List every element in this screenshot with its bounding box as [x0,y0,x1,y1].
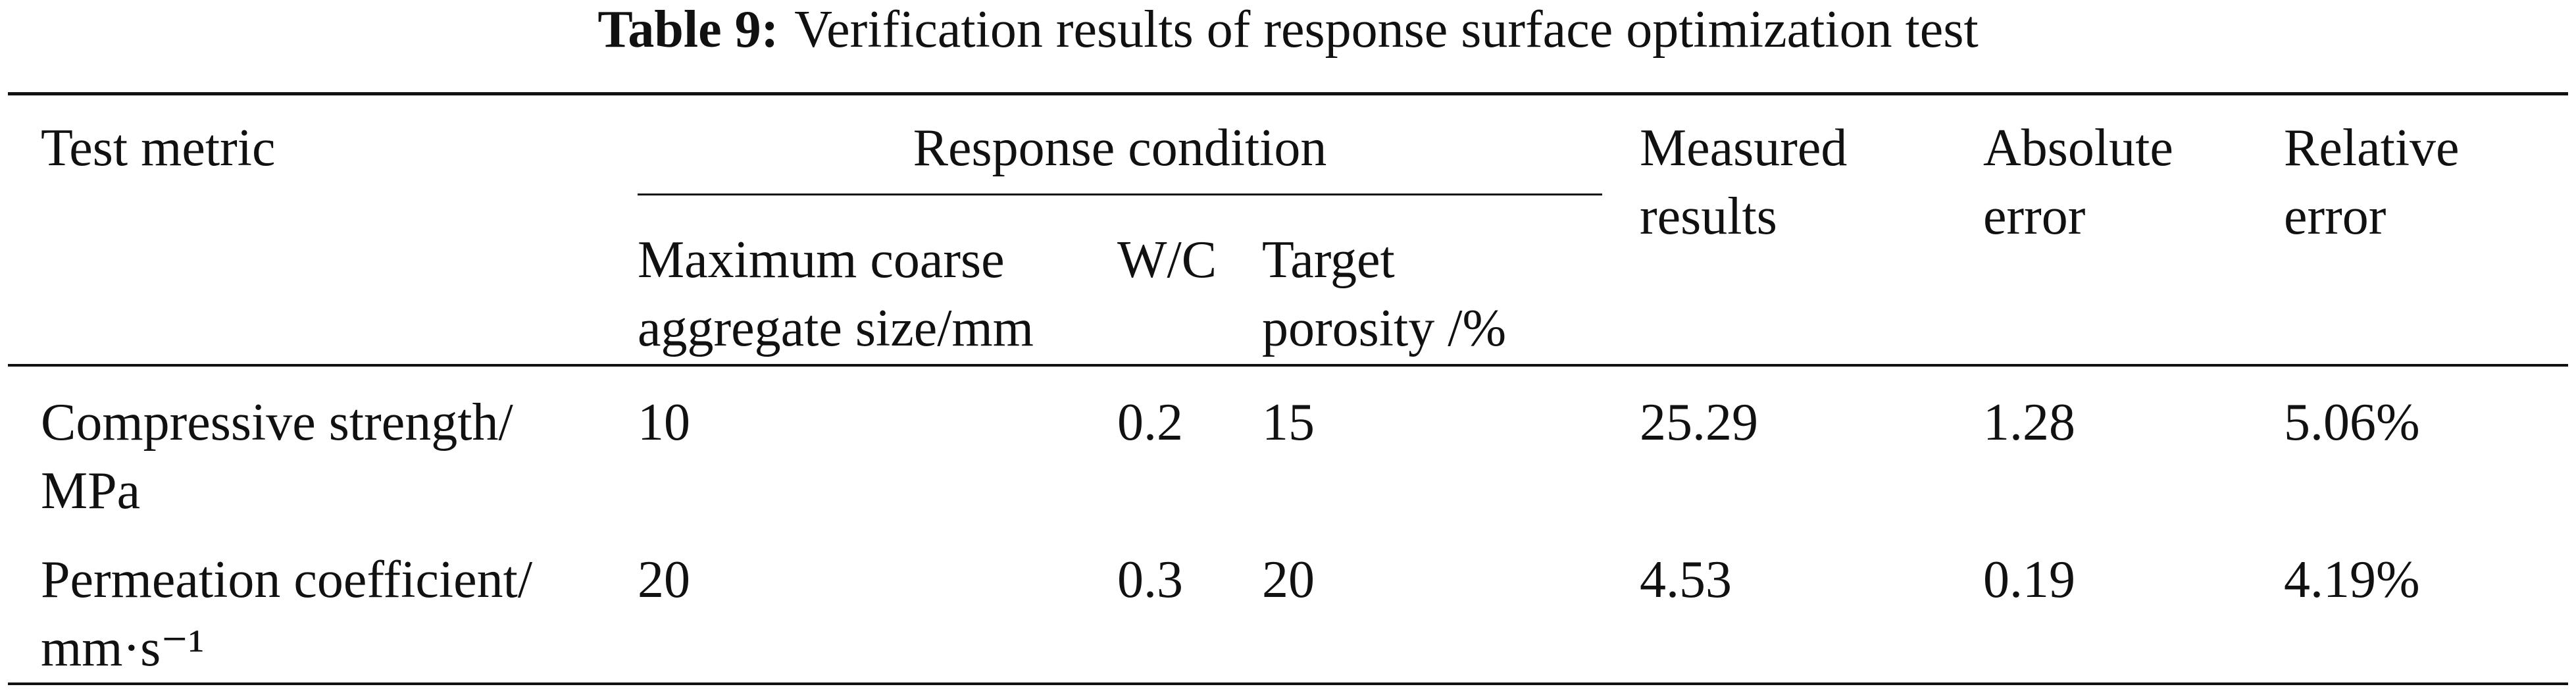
table-cell: 4.19% [2284,551,2420,609]
table-cell: 5.06% [2284,394,2420,451]
row-label: Compressive strength/ MPa [41,394,513,520]
table-cell: 20 [638,551,690,609]
mid-rule [8,364,2568,367]
table-cell: 20 [1262,551,1315,609]
subheader-cell: W/C [1117,231,1217,289]
table-cell: 15 [1262,394,1315,451]
table-cell: 10 [638,394,690,451]
table-cell: 0.19 [1983,551,2075,609]
subheader-cell: Maximum coarse aggregate size/mm [638,231,1034,357]
caption: Table 9: Verification results of response… [0,0,2576,59]
table-cell: 1.28 [1983,394,2075,451]
table-cell: 0.3 [1117,551,1183,609]
table-cell: 4.53 [1640,551,1732,609]
subheader-cell: Target porosity /% [1262,231,1507,357]
header-cell: Test metric [41,119,276,177]
caption-title: Verification results of response surface… [794,1,1979,59]
table-cell: 25.29 [1640,394,1758,451]
header-cell: Response condition [913,119,1327,177]
row-label: Permeation coefficient/ mm·s⁻¹ [41,551,533,677]
header-cell: Relative error [2284,119,2460,245]
bottom-rule [8,682,2568,685]
group-rule [638,193,1602,195]
header-cell: Absolute error [1983,119,2173,245]
table-cell: 0.2 [1117,394,1183,451]
top-rule [8,92,2568,95]
caption-label: Table 9: [597,1,779,59]
header-cell: Measured results [1640,119,1848,245]
